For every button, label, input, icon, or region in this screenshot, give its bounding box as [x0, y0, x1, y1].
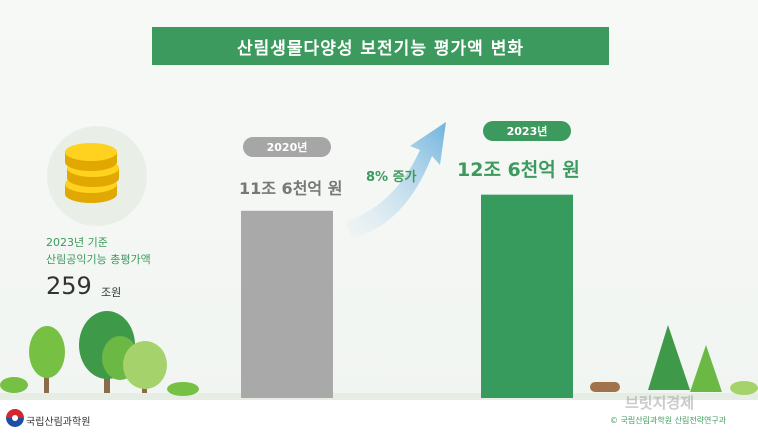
- chart-title: 산림생물다양성 보전기능 평가액 변화: [152, 27, 609, 65]
- watermark-text: 브릿지경제: [625, 394, 695, 412]
- value-label-2023: 12조 6천억 원: [457, 158, 580, 181]
- value-label-2020: 11조 6천억 원: [239, 178, 343, 198]
- category-pill-2020: 2020년: [243, 136, 331, 157]
- trees-right-decoration: [590, 325, 758, 395]
- government-logo-icon: [6, 409, 24, 427]
- footer-org-name: 국립산림과학원: [26, 417, 91, 428]
- ground-strip: [0, 393, 758, 400]
- side-total-unit: 조원: [101, 286, 122, 299]
- gold-coins-icon: [65, 143, 119, 203]
- trees-left-decoration: [0, 311, 199, 396]
- footer-credit: © 국립산림과학원 산림전략연구과: [610, 416, 727, 425]
- bar-1: [481, 194, 573, 398]
- increase-arrow: [345, 122, 446, 238]
- bar-0: [241, 210, 333, 398]
- side-year-label: 2023년 기준: [46, 236, 108, 249]
- category-pill-2023: 2023년: [483, 120, 571, 141]
- bars-group: [241, 194, 573, 398]
- side-total-value: 259: [46, 272, 92, 300]
- increase-annotation: 8% 증가: [366, 170, 417, 185]
- side-desc-label: 산림공익기능 총평가액: [46, 253, 151, 266]
